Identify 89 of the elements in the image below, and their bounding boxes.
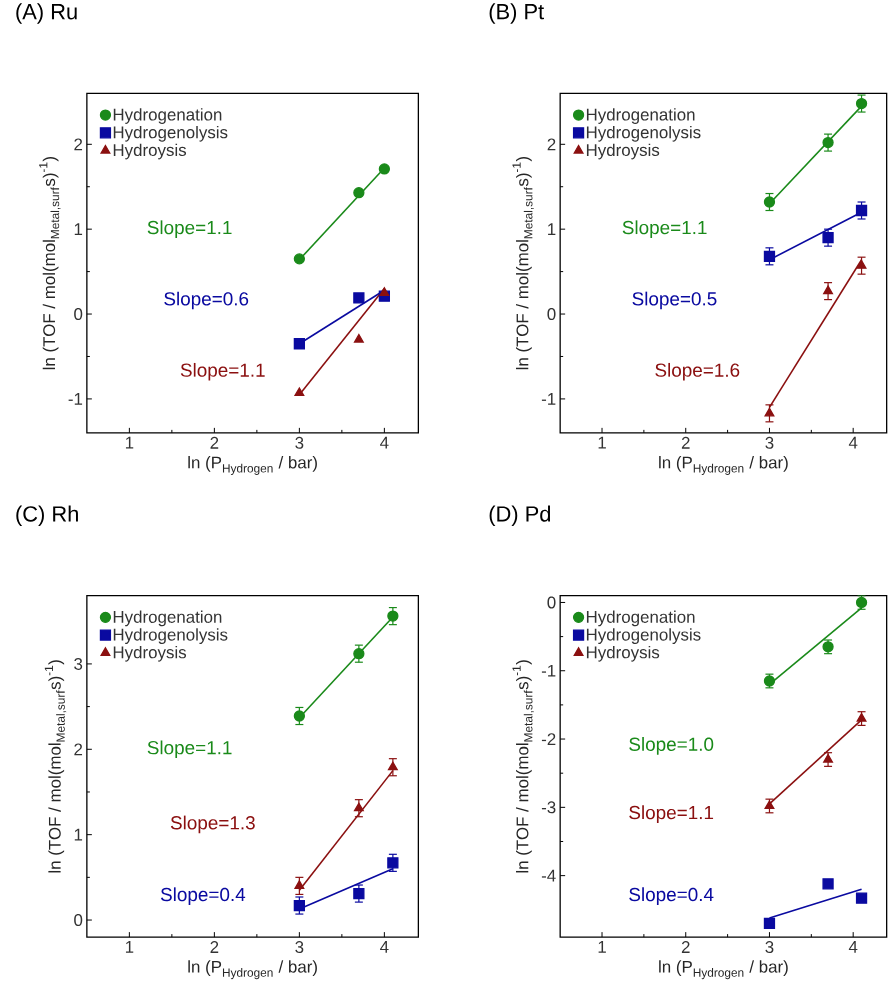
point — [293, 253, 306, 265]
annotation: Slope=1.0 — [629, 737, 714, 755]
y-tick-label: -4 — [542, 869, 556, 882]
point — [354, 333, 365, 343]
annotation: Slope=1.1 — [622, 220, 707, 238]
y-tick-label: -1 — [542, 664, 556, 677]
point — [378, 163, 391, 175]
point — [293, 338, 306, 350]
y-tick-label: 2 — [74, 138, 83, 151]
legend-label: Hydrogenation — [587, 610, 695, 627]
point — [823, 753, 834, 763]
annotation: Slope=1.1 — [147, 220, 232, 238]
annotation: Slope=0.5 — [632, 291, 717, 310]
point — [387, 610, 399, 622]
point — [822, 232, 834, 244]
y-axis-title: $\text{ln (TOF / mol(mol}_{\text{Metal,surf}}\text{s)}^{\text{-1}}\text{)}$ — [512, 156, 535, 370]
legend-label: Hydrogenation — [113, 610, 222, 627]
point — [353, 648, 365, 660]
point — [293, 710, 306, 722]
point — [353, 187, 365, 199]
annotation: Slope=1.1 — [180, 362, 265, 381]
x-tick-label: 2 — [682, 941, 690, 953]
y-axis-title: $\text{ln (TOF / mol(mol}_{\text{Metal,surf}}\text{s)}^{\text{-1}}\text{)}$ — [44, 660, 67, 873]
x-axis-title: $\text{ln (P}_{\text{Hydrogen}}\text{ / bar)}$ — [188, 960, 318, 980]
y-tick-label: 0 — [547, 308, 556, 321]
x-tick-label: 1 — [598, 941, 607, 953]
y-tick-label: 2 — [74, 743, 83, 756]
x-tick-label: 4 — [380, 436, 389, 449]
chart-title: (D) Pd — [489, 505, 551, 526]
annotation: Slope=0.4 — [161, 887, 246, 905]
y-axis-title: $\text{ln (TOF / mol(mol}_{\text{Metal,surf}}\text{s)}^{\text{-1}}\text{)}$ — [39, 156, 61, 370]
y-tick-label: 1 — [548, 223, 556, 235]
x-tick-label: 4 — [849, 941, 858, 953]
legend-label: Hydroysis — [113, 143, 187, 160]
x-tick-label: 2 — [682, 436, 690, 449]
x-tick-label: 4 — [849, 436, 858, 449]
chart-title: (A) Ru — [16, 3, 77, 24]
legend-label: Hydroysis — [587, 143, 660, 160]
point — [822, 878, 834, 890]
y-tick-label: 0 — [74, 914, 83, 927]
y-tick-label: -3 — [542, 801, 556, 814]
x-tick-label: 3 — [765, 941, 774, 954]
y-tick-label: 0 — [74, 308, 83, 321]
y-tick-label: -2 — [542, 733, 556, 745]
legend-label: Hydrogenation — [587, 108, 695, 124]
y-tick-label: 2 — [547, 138, 556, 151]
annotation: Slope=1.1 — [147, 740, 232, 759]
legend-label: Hydrogenolysis — [113, 628, 228, 644]
point — [763, 250, 776, 262]
x-tick-label: 2 — [210, 941, 219, 953]
point — [856, 892, 868, 904]
y-tick-label: 1 — [74, 828, 83, 841]
legend-label: Hydrogenation — [113, 108, 222, 124]
annotation: Slope=1.1 — [629, 805, 714, 823]
x-tick-label: 3 — [295, 941, 304, 954]
legend-label: Hydroysis — [587, 645, 660, 662]
y-tick-label: -1 — [542, 393, 556, 405]
point — [856, 260, 867, 269]
point — [763, 917, 776, 930]
y-tick-label: 3 — [74, 657, 83, 670]
chart-title: (C) Rh — [16, 505, 79, 526]
x-axis-title: $\text{ln (P}_{\text{Hydrogen}}\text{ / bar)}$ — [188, 456, 318, 475]
y-tick-label: -1 — [68, 393, 83, 405]
x-axis-title: $\text{ln (P}_{\text{Hydrogen}}\text{ / bar)}$ — [659, 960, 788, 980]
point — [763, 196, 776, 208]
y-tick-label: 1 — [74, 223, 83, 235]
x-tick-label: 2 — [210, 436, 219, 449]
chart-title: (B) Pt — [489, 3, 545, 24]
y-axis-title: $\text{ln (TOF / mol(mol}_{\text{Metal,surf}}\text{s)}^{\text{-1}}\text{)}$ — [512, 660, 535, 873]
x-tick-label: 1 — [126, 941, 134, 953]
x-axis-title: $\text{ln (P}_{\text{Hydrogen}}\text{ / bar)}$ — [659, 456, 788, 475]
y-tick-label: 0 — [547, 596, 556, 609]
annotation: Slope=0.4 — [629, 887, 714, 905]
point — [379, 287, 390, 296]
x-tick-label: 3 — [295, 436, 304, 449]
x-tick-label: 1 — [126, 436, 134, 449]
legend-label: Hydrogenolysis — [587, 628, 701, 644]
annotation: Slope=1.6 — [655, 362, 740, 381]
x-tick-label: 1 — [598, 436, 607, 449]
x-tick-label: 3 — [765, 436, 774, 449]
x-tick-label: 4 — [380, 941, 389, 953]
annotation: Slope=1.3 — [171, 815, 255, 834]
legend-label: Hydroysis — [113, 645, 187, 662]
annotation: Slope=0.6 — [164, 291, 249, 310]
point — [294, 880, 305, 890]
legend-label: Hydrogenolysis — [587, 125, 701, 142]
point — [353, 292, 365, 304]
point — [294, 387, 305, 397]
legend-label: Hydrogenolysis — [113, 125, 228, 142]
